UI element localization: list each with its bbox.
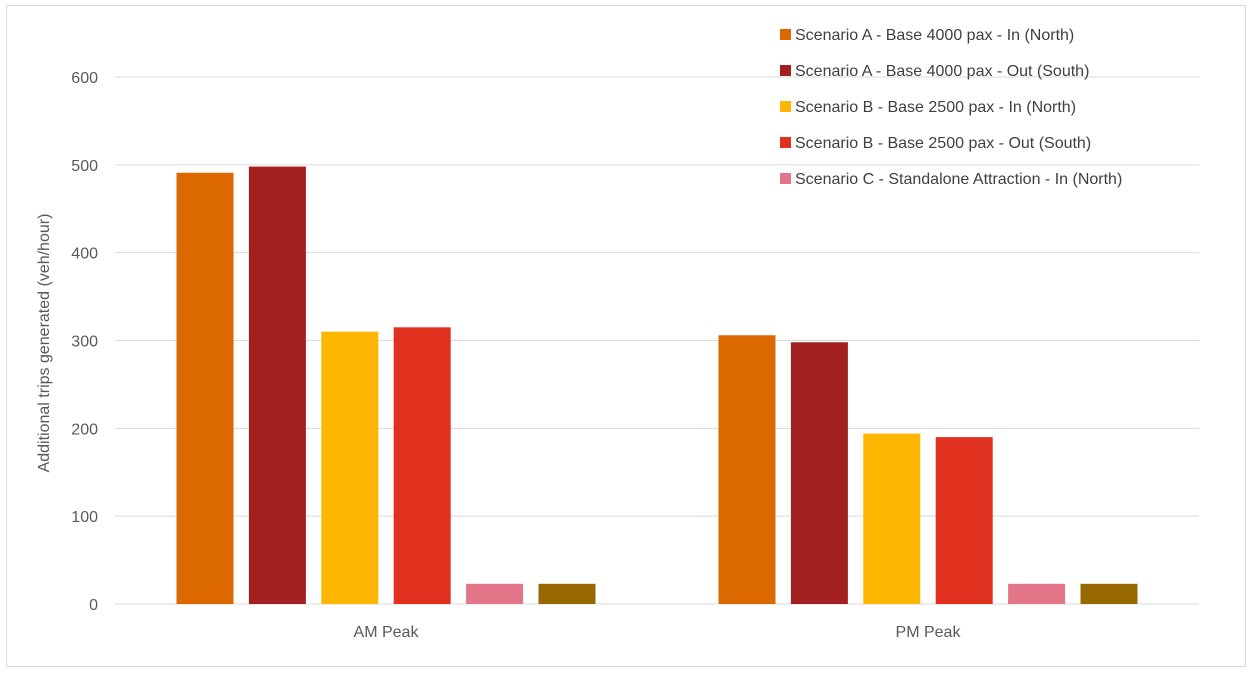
- bar-series-4-pm-peak: [935, 437, 993, 604]
- bar-series-2-pm-peak: [790, 342, 848, 604]
- bar-series-6-pm-peak: [1080, 583, 1138, 604]
- y-tick-label: 0: [89, 597, 98, 614]
- legend-label: Scenario A - Base 4000 pax - Out (South): [795, 63, 1089, 80]
- legend-label: Scenario C - Standalone Attraction - In …: [795, 171, 1122, 188]
- legend: Scenario A - Base 4000 pax - In (North) S…: [780, 27, 1122, 188]
- legend-label: Scenario A - Base 4000 pax - In (North): [795, 27, 1074, 44]
- x-tick-label: AM Peak: [354, 624, 420, 641]
- bars: [176, 166, 1138, 604]
- bar-series-5-am-peak: [466, 583, 524, 604]
- legend-swatch: [780, 29, 791, 40]
- y-axis-title: Additional trips generated (veh/hour): [36, 214, 53, 473]
- legend-swatch: [780, 65, 791, 76]
- y-tick-label: 400: [71, 246, 98, 263]
- legend-swatch: [780, 101, 791, 112]
- bar-series-1-pm-peak: [718, 335, 776, 604]
- x-axis-ticks: AM Peak PM Peak: [354, 624, 962, 641]
- bar-series-1-am-peak: [176, 172, 234, 604]
- bar-series-5-pm-peak: [1008, 583, 1066, 604]
- y-tick-label: 600: [71, 70, 98, 87]
- y-tick-label: 500: [71, 158, 98, 175]
- bar-series-4-am-peak: [393, 327, 451, 604]
- y-axis-ticks: 0 100 200 300 400 500 600: [71, 70, 98, 614]
- x-tick-label: PM Peak: [896, 624, 962, 641]
- legend-label: Scenario B - Base 2500 pax - Out (South): [795, 135, 1091, 152]
- legend-swatch: [780, 173, 791, 184]
- bar-series-2-am-peak: [248, 166, 306, 604]
- y-tick-label: 100: [71, 509, 98, 526]
- bar-series-3-am-peak: [321, 331, 379, 604]
- legend-swatch: [780, 137, 791, 148]
- bar-series-3-pm-peak: [863, 433, 921, 604]
- y-tick-label: 300: [71, 334, 98, 351]
- y-tick-label: 200: [71, 421, 98, 438]
- bar-series-6-am-peak: [538, 583, 596, 604]
- legend-label: Scenario B - Base 2500 pax - In (North): [795, 99, 1076, 116]
